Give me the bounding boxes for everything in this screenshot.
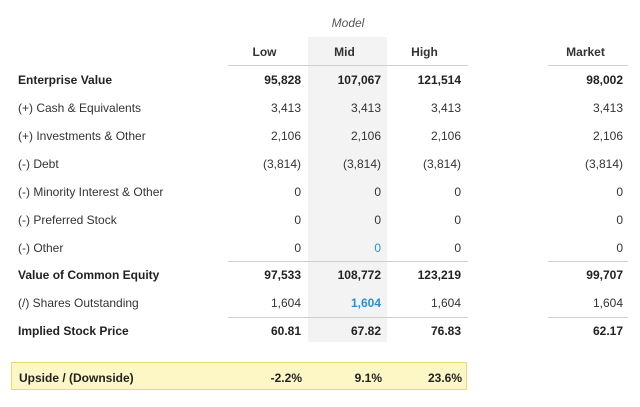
table-row-enterprise-value: Enterprise Value 95,828 107,067 121,514 … [0, 66, 640, 94]
cell-low: 0 [294, 213, 301, 227]
cell-market: 0 [616, 185, 623, 199]
cell-high: 2,106 [430, 129, 461, 143]
cell-market: 0 [616, 213, 623, 227]
cell-low: 0 [294, 241, 301, 255]
cell-mid: 67.82 [350, 324, 381, 338]
row-label: Implied Stock Price [18, 324, 129, 338]
cell-low: 2,106 [270, 129, 301, 143]
cell-low: 3,413 [270, 101, 301, 115]
cell-market: 62.17 [592, 324, 623, 338]
cell-high: 0 [454, 213, 461, 227]
table-row-implied-price: Implied Stock Price 60.81 67.82 76.83 62… [0, 317, 640, 345]
cell-mid: 107,067 [337, 73, 381, 87]
cell-mid: 0 [374, 185, 381, 199]
equity-divider-market [548, 261, 628, 262]
cell-high: 76.83 [430, 324, 461, 338]
table-row-cash: (+) Cash & Equivalents 3,413 3,413 3,413… [0, 94, 640, 122]
cell-market: (3,814) [584, 157, 623, 171]
cell-low: 1,604 [270, 296, 301, 310]
cell-mid: 108,772 [337, 268, 381, 282]
cell-high: 3,413 [430, 101, 461, 115]
cell-mid: 0 [374, 213, 381, 227]
price-divider-market [548, 317, 628, 318]
cell-market: 2,106 [592, 129, 623, 143]
upside-low: -2.2% [270, 371, 302, 385]
cell-low: 97,533 [264, 268, 301, 282]
table-row-minority-interest: (-) Minority Interest & Other 0 0 0 0 [0, 178, 640, 206]
row-label: (+) Cash & Equivalents [18, 101, 142, 115]
cell-market: 98,002 [586, 73, 623, 87]
cell-low: 60.81 [270, 324, 301, 338]
market-header-divider [548, 65, 628, 66]
cell-low: 0 [294, 185, 301, 199]
row-label: (-) Debt [18, 157, 59, 171]
row-label: (/) Shares Outstanding [18, 296, 139, 310]
table-row-shares-outstanding: (/) Shares Outstanding 1,604 1,604 1,604… [0, 289, 640, 317]
cell-mid-editable[interactable]: 0 [374, 241, 381, 255]
row-label: (-) Minority Interest & Other [18, 185, 164, 199]
cell-mid: (3,814) [342, 157, 381, 171]
column-header-low: Low [252, 45, 277, 59]
cell-market: 1,604 [592, 296, 623, 310]
upside-mid: 9.1% [354, 371, 382, 385]
cell-low: 95,828 [264, 73, 301, 87]
row-label: (-) Preferred Stock [18, 213, 117, 227]
cell-market: 0 [616, 241, 623, 255]
column-header-mid: Mid [334, 45, 355, 59]
table-row-common-equity: Value of Common Equity 97,533 108,772 12… [0, 261, 640, 289]
cell-market: 99,707 [586, 268, 623, 282]
column-header-market: Market [566, 45, 605, 59]
table-row-debt: (-) Debt (3,814) (3,814) (3,814) (3,814) [0, 150, 640, 178]
cell-high: 1,604 [430, 296, 461, 310]
row-label: (-) Other [18, 241, 64, 255]
model-header-divider [228, 65, 468, 66]
cell-low: (3,814) [262, 157, 301, 171]
row-label: Enterprise Value [18, 73, 113, 87]
equity-divider [228, 261, 468, 262]
cell-high: (3,814) [422, 157, 461, 171]
cell-high: 0 [454, 185, 461, 199]
table-row-other: (-) Other 0 0 0 0 [0, 234, 640, 262]
cell-mid-editable[interactable]: 1,604 [350, 296, 381, 310]
cell-mid: 2,106 [350, 129, 381, 143]
cell-high: 121,514 [417, 73, 461, 87]
table-row-investments: (+) Investments & Other 2,106 2,106 2,10… [0, 122, 640, 150]
mid-column-shading [308, 37, 387, 342]
cell-mid: 3,413 [350, 101, 381, 115]
upside-label: Upside / (Downside) [19, 371, 134, 385]
model-header: Model [331, 16, 365, 30]
price-divider [228, 317, 468, 318]
upside-high: 23.6% [427, 371, 462, 385]
upside-downside-row: Upside / (Downside) -2.2% 9.1% 23.6% [11, 362, 467, 390]
row-label: (+) Investments & Other [18, 129, 146, 143]
cell-market: 3,413 [592, 101, 623, 115]
row-label: Value of Common Equity [18, 268, 160, 282]
cell-high: 123,219 [417, 268, 461, 282]
cell-high: 0 [454, 241, 461, 255]
table-row-preferred-stock: (-) Preferred Stock 0 0 0 0 [0, 206, 640, 234]
column-header-high: High [411, 45, 438, 59]
